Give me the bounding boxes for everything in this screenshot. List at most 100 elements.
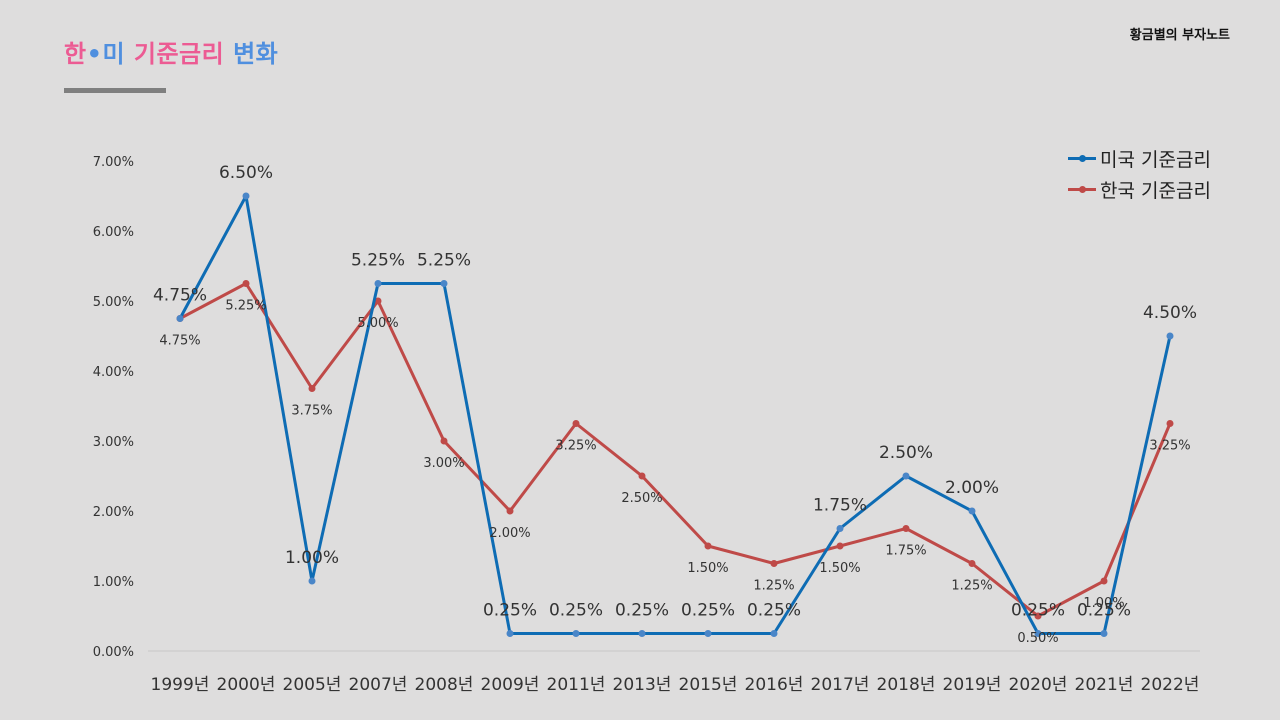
data-point-us bbox=[440, 280, 448, 287]
data-label-kr: 1.25% bbox=[753, 579, 794, 594]
data-label-us: 0.25% bbox=[483, 601, 537, 621]
title-underline bbox=[64, 88, 166, 93]
x-tick-label: 2009년 bbox=[481, 675, 540, 695]
data-point-kr bbox=[1100, 577, 1108, 585]
data-label-kr: 1.25% bbox=[951, 579, 992, 594]
data-label-kr: 5.00% bbox=[357, 316, 398, 331]
korea-series-layer bbox=[176, 280, 1174, 620]
legend-label-us: 미국 기준금리 bbox=[1100, 149, 1211, 171]
data-point-kr bbox=[572, 420, 580, 427]
x-tick-label: 1999년 bbox=[151, 675, 210, 695]
data-label-kr: 1.50% bbox=[687, 561, 728, 576]
x-tick-label: 2021년 bbox=[1075, 675, 1134, 695]
y-tick-label: 7.00% bbox=[93, 155, 134, 170]
data-label-us: 2.50% bbox=[879, 443, 933, 463]
data-point-kr bbox=[968, 560, 976, 567]
data-point-us bbox=[1100, 630, 1108, 637]
y-tick-label: 6.00% bbox=[93, 225, 134, 240]
data-label-layer: 4.75% 6.50% 1.00% 5.25% 5.25% 0.25% 0.25% 0.25%… bbox=[153, 163, 1197, 646]
data-point-us bbox=[572, 630, 580, 637]
x-tick-label: 2022년 bbox=[1141, 675, 1200, 695]
data-label-kr: 4.75% bbox=[159, 334, 200, 349]
data-point-kr bbox=[638, 472, 646, 480]
data-label-kr: 0.50% bbox=[1017, 631, 1058, 646]
chart-legend: 미국 기준금리 한국 기준금리 bbox=[1068, 143, 1211, 205]
data-label-us: 0.25% bbox=[615, 601, 669, 621]
x-tick-label: 2000년 bbox=[217, 675, 276, 695]
data-label-kr: 2.00% bbox=[489, 526, 530, 541]
data-point-us bbox=[374, 280, 382, 287]
data-point-kr bbox=[836, 542, 844, 550]
data-label-us: 1.75% bbox=[813, 496, 867, 516]
axis-layer: 0.00% 1.00% 2.00% 3.00% 4.00% 5.00% 6.00% 7.00%… bbox=[93, 155, 1200, 695]
data-point-us bbox=[638, 630, 646, 637]
data-label-us: 2.00% bbox=[945, 478, 999, 498]
x-tick-label: 2008년 bbox=[415, 675, 474, 695]
title-base-rate: 기준금리 bbox=[133, 40, 225, 68]
data-point-us bbox=[506, 630, 514, 637]
data-point-us bbox=[836, 525, 844, 532]
title-change: 변화 bbox=[233, 40, 279, 68]
usa-series-layer bbox=[176, 192, 1174, 637]
legend-line-kr-icon bbox=[1068, 185, 1096, 193]
data-label-kr: 3.25% bbox=[555, 439, 596, 454]
data-label-us: 6.50% bbox=[219, 163, 273, 183]
data-point-kr bbox=[308, 385, 316, 392]
title-separator: • bbox=[86, 40, 103, 68]
data-label-kr: 2.50% bbox=[621, 491, 662, 506]
x-tick-label: 2013년 bbox=[613, 675, 672, 695]
data-point-kr bbox=[902, 525, 910, 532]
data-label-us: 0.25% bbox=[1011, 601, 1065, 621]
data-point-kr bbox=[374, 297, 382, 305]
data-label-kr: 5.25% bbox=[225, 299, 266, 314]
data-label-us: 4.75% bbox=[153, 286, 207, 306]
data-point-kr bbox=[242, 280, 250, 287]
data-label-us: 0.25% bbox=[549, 601, 603, 621]
legend-item-kr[interactable]: 한국 기준금리 bbox=[1068, 174, 1211, 205]
x-tick-label: 2005년 bbox=[283, 675, 342, 695]
legend-label-kr: 한국 기준금리 bbox=[1100, 180, 1211, 202]
data-label-us: 1.00% bbox=[285, 548, 339, 568]
y-tick-label: 0.00% bbox=[93, 645, 134, 660]
data-point-us bbox=[1034, 630, 1042, 637]
page-title: 한•미 기준금리 변화 bbox=[64, 34, 278, 69]
data-point-kr bbox=[704, 542, 712, 550]
legend-item-us[interactable]: 미국 기준금리 bbox=[1068, 143, 1211, 174]
x-tick-label: 2020년 bbox=[1009, 675, 1068, 695]
data-point-us bbox=[1166, 332, 1174, 340]
data-label-kr: 1.00% bbox=[1083, 596, 1124, 611]
data-label-kr: 1.50% bbox=[819, 561, 860, 576]
data-label-us: 0.25% bbox=[747, 601, 801, 621]
data-point-us bbox=[704, 630, 712, 637]
data-point-kr bbox=[1034, 612, 1042, 620]
brand-label: 황금별의 부자노트 bbox=[1129, 28, 1230, 43]
data-point-kr bbox=[440, 437, 448, 445]
y-tick-label: 1.00% bbox=[93, 575, 134, 590]
data-label-kr: 3.75% bbox=[291, 404, 332, 419]
data-point-kr bbox=[506, 507, 514, 515]
data-point-us bbox=[176, 315, 184, 322]
title-usa: 미 bbox=[102, 40, 126, 68]
data-label-us: 5.25% bbox=[417, 251, 471, 271]
x-tick-label: 2019년 bbox=[943, 675, 1002, 695]
x-tick-label: 2015년 bbox=[679, 675, 738, 695]
y-tick-label: 2.00% bbox=[93, 505, 134, 520]
data-label-kr: 3.00% bbox=[423, 456, 464, 471]
y-tick-label: 3.00% bbox=[93, 435, 134, 450]
x-tick-label: 2007년 bbox=[349, 675, 408, 695]
data-label-us: 4.50% bbox=[1143, 303, 1197, 323]
series-line-us bbox=[178, 194, 1172, 635]
data-point-us bbox=[968, 507, 976, 515]
data-point-us bbox=[902, 472, 910, 480]
data-point-us bbox=[308, 577, 316, 585]
y-tick-label: 4.00% bbox=[93, 365, 134, 380]
data-label-us: 0.25% bbox=[1077, 601, 1131, 621]
data-point-us bbox=[242, 192, 250, 200]
data-point-kr bbox=[1166, 420, 1174, 427]
data-point-kr bbox=[770, 560, 778, 567]
data-label-kr: 1.75% bbox=[885, 544, 926, 559]
data-label-us: 5.25% bbox=[351, 251, 405, 271]
x-tick-label: 2011년 bbox=[547, 675, 606, 695]
x-tick-label: 2018년 bbox=[877, 675, 936, 695]
